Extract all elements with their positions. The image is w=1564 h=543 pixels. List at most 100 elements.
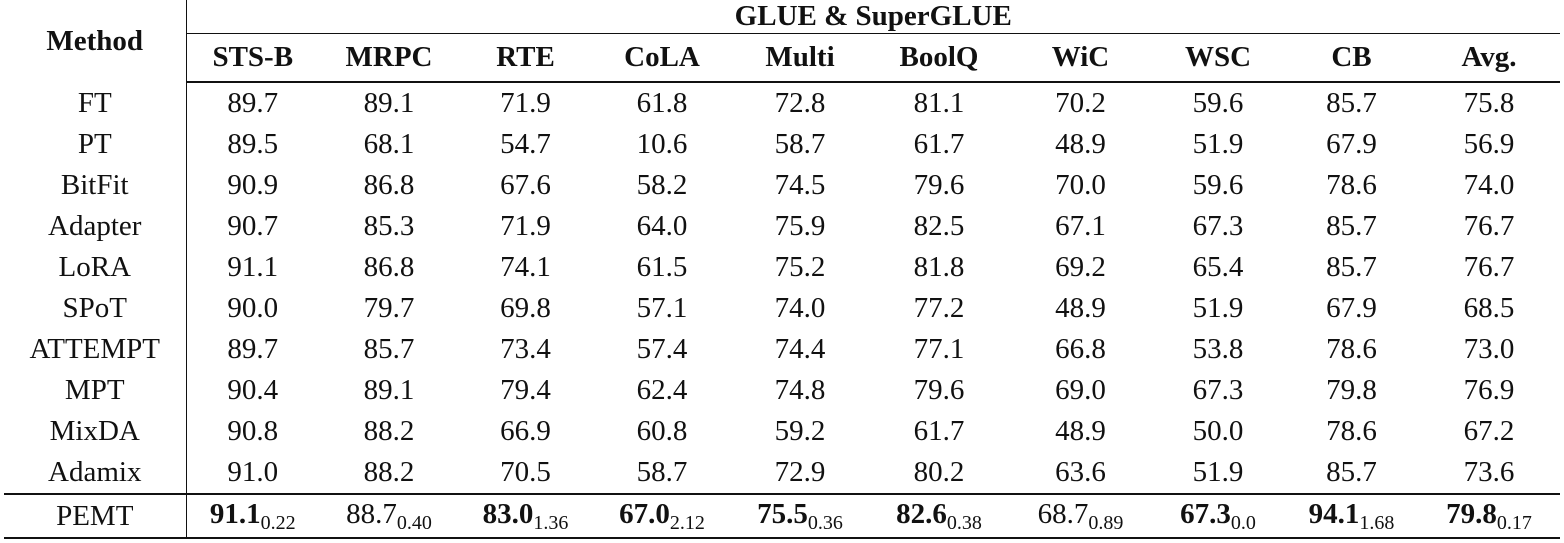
score-cell: 51.9 [1192, 456, 1244, 488]
column-header: CB [1285, 33, 1418, 83]
score-cell: 69.2 [1055, 251, 1106, 283]
score-cell: 76.9 [1463, 374, 1515, 406]
score-cell: 61.8 [636, 87, 688, 119]
score-cell: 70.2 [1055, 87, 1106, 119]
score-cell: 61.7 [913, 128, 965, 160]
method-name: Adapter [4, 206, 187, 247]
score-cell: 59.6 [1192, 169, 1244, 201]
score-cell: 76.7 [1463, 251, 1515, 283]
score-cell: 76.7 [1463, 210, 1515, 242]
table-row: MPT 90.4 89.1 79.4 62.4 74.8 79.6 69.0 67.3 79.8 7… [4, 370, 1560, 411]
score-cell: 88.2 [363, 456, 415, 488]
score-cell: 67.9 [1326, 292, 1377, 324]
method-name: LoRA [4, 247, 187, 288]
score-cell: 72.9 [774, 456, 826, 488]
method-name: SPoT [4, 288, 187, 329]
score-std: 0.40 [396, 511, 432, 534]
score-cell: 71.9 [500, 87, 551, 119]
score-value: 75.5 [757, 497, 808, 530]
score-std: 0.36 [807, 511, 843, 534]
score-cell: 90.7 [227, 210, 279, 242]
score-cell: 80.2 [913, 456, 965, 488]
score-cell: 73.0 [1463, 333, 1515, 365]
method-name: Adamix [4, 452, 187, 494]
score-cell: 85.7 [1326, 210, 1377, 242]
score-value: 82.6 [896, 497, 947, 530]
score-cell: 86.8 [363, 169, 415, 201]
score-cell: 78.6 [1326, 415, 1377, 447]
score-cell: 69.8 [500, 292, 551, 324]
score-cell: 86.8 [363, 251, 415, 283]
results-table: Method GLUE & SuperGLUE STS-B MRPC RTE CoLA… [4, 0, 1561, 539]
score-cell: 70.5 [500, 456, 551, 488]
score-cell: 85.7 [1326, 456, 1377, 488]
score-cell: 61.5 [636, 251, 688, 283]
score-cell: 89.7 [227, 333, 279, 365]
method-name: BitFit [4, 165, 187, 206]
score-std: 0.38 [946, 511, 982, 534]
column-header-row: STS-B MRPC RTE CoLA Multi BoolQ WiC WSC CB Avg. [4, 33, 1561, 83]
score-cell: 78.6 [1326, 333, 1377, 365]
score-cell: 53.8 [1192, 333, 1244, 365]
score-cell: 70.0 [1055, 169, 1106, 201]
table-row: LoRA 91.1 86.8 74.1 61.5 75.2 81.8 69.2 65.4 85.7… [4, 247, 1560, 288]
score-cell: 62.4 [636, 374, 688, 406]
score-cell: 59.2 [774, 415, 826, 447]
score-value: 88.7 [346, 497, 397, 530]
method-name: ATTEMPT [4, 329, 187, 370]
score-cell: 74.1 [500, 251, 551, 283]
score-cell: 67.1 [1055, 210, 1106, 242]
score-cell: 71.9 [500, 210, 551, 242]
score-cell: 74.0 [774, 292, 826, 324]
score-cell: 66.8 [1055, 333, 1106, 365]
score-cell: 89.1 [363, 87, 415, 119]
score-cell: 81.1 [913, 87, 965, 119]
score-value: 79.8 [1446, 497, 1497, 530]
table-row: Adamix 91.0 88.2 70.5 58.7 72.9 80.2 63.6 51.9 85… [4, 452, 1560, 494]
score-cell: 83.01.36 [459, 493, 592, 539]
column-header: RTE [459, 33, 592, 83]
score-cell: 74.4 [774, 333, 826, 365]
score-cell: 56.9 [1463, 128, 1515, 160]
score-cell: 60.8 [636, 415, 688, 447]
group-header: GLUE & SuperGLUE [734, 0, 1012, 32]
score-cell: 82.5 [913, 210, 965, 242]
score-value: 68.7 [1037, 497, 1089, 530]
score-cell: 79.8 [1326, 374, 1377, 406]
method-name: PT [4, 124, 187, 165]
score-cell: 89.7 [227, 87, 279, 119]
score-cell: 10.6 [636, 128, 688, 160]
score-cell: 51.9 [1192, 128, 1244, 160]
score-cell: 79.6 [913, 169, 965, 201]
score-value: 94.1 [1308, 497, 1360, 530]
column-header: WiC [1010, 33, 1151, 83]
score-cell: 90.8 [227, 415, 279, 447]
score-cell: 85.7 [1326, 251, 1377, 283]
table-row: FT 89.7 89.1 71.9 61.8 72.8 81.1 70.2 59.6 85.7 75… [4, 82, 1560, 124]
score-cell: 81.8 [913, 251, 965, 283]
method-name: MixDA [4, 411, 187, 452]
table-row: PT 89.5 68.1 54.7 10.6 58.7 61.7 48.9 51.9 67.9 56… [4, 124, 1560, 165]
score-value: 67.3 [1180, 497, 1231, 530]
score-cell: 67.30.0 [1151, 493, 1285, 539]
score-std: 0.89 [1088, 511, 1124, 534]
score-cell: 91.1 [227, 251, 279, 283]
score-cell: 48.9 [1055, 415, 1106, 447]
score-cell: 67.3 [1192, 210, 1244, 242]
score-cell: 88.2 [363, 415, 415, 447]
score-cell: 59.6 [1192, 87, 1244, 119]
score-cell: 54.7 [500, 128, 551, 160]
score-cell: 79.4 [500, 374, 551, 406]
score-cell: 72.8 [774, 87, 826, 119]
score-std: 1.68 [1359, 511, 1395, 534]
column-header: BoolQ [868, 33, 1010, 83]
score-cell: 65.4 [1192, 251, 1244, 283]
table-row-pemt: PEMT 91.10.22 88.70.40 83.01.36 67.02.12 75.5… [4, 493, 1561, 539]
score-cell: 91.0 [227, 456, 279, 488]
score-cell: 77.2 [913, 292, 965, 324]
score-value: 67.0 [619, 497, 670, 530]
score-cell: 79.6 [913, 374, 965, 406]
score-cell: 90.0 [227, 292, 279, 324]
table-row: SPoT 90.0 79.7 69.8 57.1 74.0 77.2 48.9 51.9 67.9… [4, 288, 1560, 329]
score-cell: 75.9 [774, 210, 826, 242]
